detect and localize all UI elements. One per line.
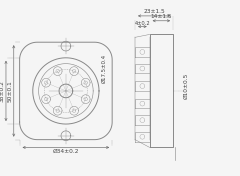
Text: 50±0.1: 50±0.1 [8,80,13,102]
Text: Ø17.5±0.4: Ø17.5±0.4 [102,54,107,83]
Text: 23±1.5: 23±1.5 [143,9,165,14]
Text: Ø10±0.5: Ø10±0.5 [184,73,189,99]
Text: 4±0.2: 4±0.2 [135,21,150,26]
Text: 38±0.2: 38±0.2 [0,80,5,102]
Text: Ø34±0.2: Ø34±0.2 [53,149,79,154]
Text: 14±1.5: 14±1.5 [150,14,172,19]
